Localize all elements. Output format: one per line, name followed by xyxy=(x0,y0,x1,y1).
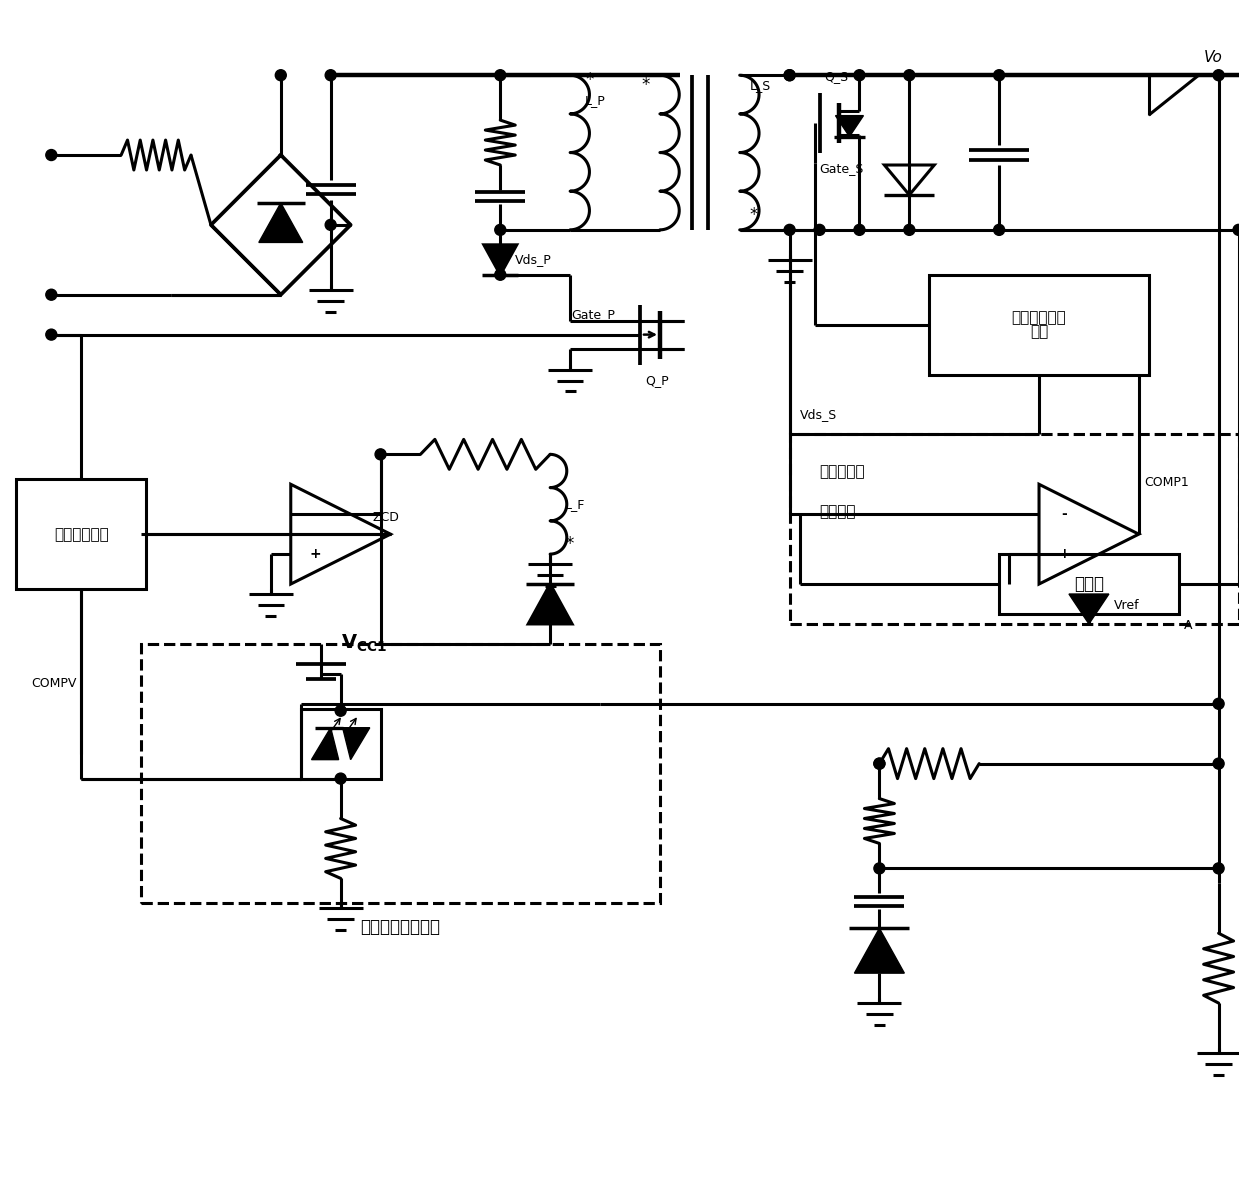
Text: L_F: L_F xyxy=(565,497,585,510)
Circle shape xyxy=(1213,759,1224,769)
Text: $\mathbf{V_{CC1}}$: $\mathbf{V_{CC1}}$ xyxy=(341,632,387,654)
Circle shape xyxy=(1213,863,1224,874)
Circle shape xyxy=(325,70,336,81)
Circle shape xyxy=(784,224,795,235)
Text: 控制电路: 控制电路 xyxy=(820,504,856,519)
Circle shape xyxy=(784,70,795,81)
Text: +: + xyxy=(1058,547,1070,561)
Circle shape xyxy=(904,70,915,81)
Polygon shape xyxy=(1069,594,1109,624)
Text: L_S: L_S xyxy=(750,78,771,92)
Circle shape xyxy=(874,863,885,874)
Circle shape xyxy=(275,70,286,81)
Circle shape xyxy=(784,70,795,81)
Circle shape xyxy=(335,706,346,716)
Text: *: * xyxy=(750,206,758,224)
Circle shape xyxy=(874,759,885,769)
Text: Vds_S: Vds_S xyxy=(800,408,837,421)
Polygon shape xyxy=(854,928,904,973)
Text: Q_S: Q_S xyxy=(825,70,848,83)
Text: COMPV: COMPV xyxy=(31,678,76,690)
Text: Vds_P: Vds_P xyxy=(516,253,552,266)
Circle shape xyxy=(904,224,915,235)
Circle shape xyxy=(335,773,346,784)
Circle shape xyxy=(495,270,506,281)
Polygon shape xyxy=(528,584,572,624)
Text: COMP1: COMP1 xyxy=(1143,477,1188,489)
Polygon shape xyxy=(259,203,303,242)
Circle shape xyxy=(495,224,506,235)
Text: Vo: Vo xyxy=(1204,51,1223,65)
Text: 原边控制电路: 原边控制电路 xyxy=(53,526,109,542)
Polygon shape xyxy=(311,727,339,760)
Bar xyxy=(141,644,660,903)
Text: 同步整流控制: 同步整流控制 xyxy=(1012,309,1066,325)
Circle shape xyxy=(854,224,866,235)
Text: 输出电压反馈电路: 输出电压反馈电路 xyxy=(361,919,440,937)
Text: -: - xyxy=(312,507,319,521)
Circle shape xyxy=(993,224,1004,235)
Circle shape xyxy=(854,70,866,81)
Text: 零电压检测: 零电压检测 xyxy=(820,465,866,479)
Bar xyxy=(16,479,146,589)
Bar xyxy=(790,435,1239,624)
Text: *: * xyxy=(565,535,574,553)
Circle shape xyxy=(46,329,57,340)
Text: *: * xyxy=(585,71,594,89)
Text: A: A xyxy=(1184,619,1192,632)
Circle shape xyxy=(46,289,57,300)
Text: L_P: L_P xyxy=(585,94,606,107)
Circle shape xyxy=(1233,224,1240,235)
Bar xyxy=(301,709,381,779)
Circle shape xyxy=(46,149,57,160)
Circle shape xyxy=(813,224,825,235)
Text: Q_P: Q_P xyxy=(645,374,668,388)
Text: 衰减器: 衰减器 xyxy=(1074,576,1104,594)
Circle shape xyxy=(495,70,506,81)
Bar xyxy=(929,275,1148,374)
Text: Gate_S: Gate_S xyxy=(820,163,864,176)
Bar xyxy=(999,554,1179,614)
Text: *: * xyxy=(641,76,650,94)
Circle shape xyxy=(374,449,386,460)
Text: 电路: 电路 xyxy=(1030,324,1048,340)
Circle shape xyxy=(1213,70,1224,81)
Circle shape xyxy=(874,759,885,769)
Text: ZCD: ZCD xyxy=(372,512,399,524)
Polygon shape xyxy=(342,727,370,760)
Polygon shape xyxy=(836,116,863,136)
Circle shape xyxy=(1213,698,1224,709)
Polygon shape xyxy=(484,244,517,275)
Circle shape xyxy=(993,70,1004,81)
Text: -: - xyxy=(1061,507,1066,521)
Text: +: + xyxy=(310,547,321,561)
Circle shape xyxy=(325,219,336,230)
Text: Vref: Vref xyxy=(1114,600,1140,612)
Text: Gate_P: Gate_P xyxy=(572,308,615,321)
